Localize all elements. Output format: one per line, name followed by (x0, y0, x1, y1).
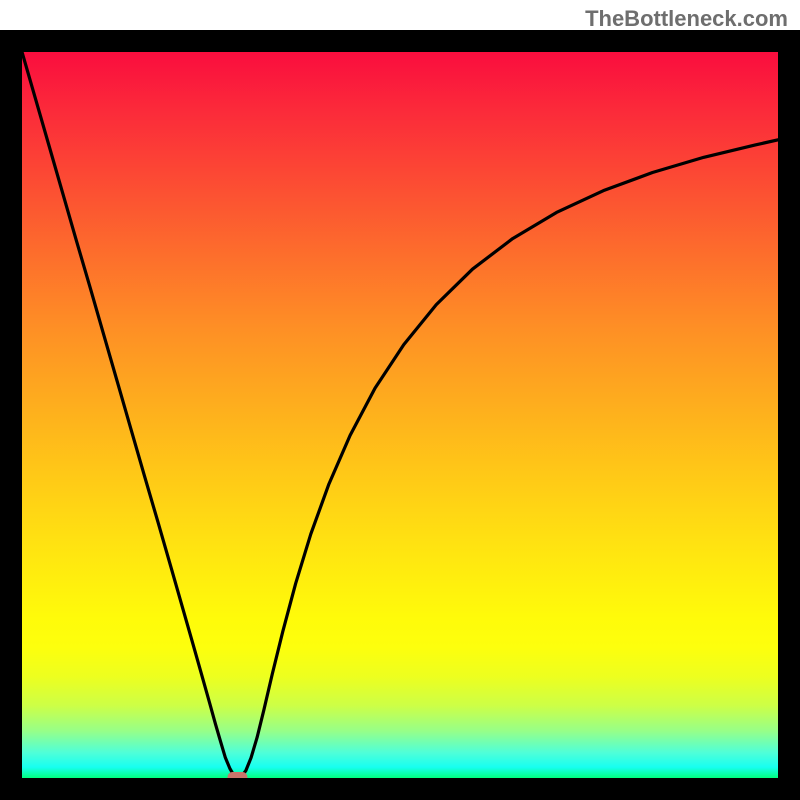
watermark-text: TheBottleneck.com (585, 6, 788, 32)
chart-container: TheBottleneck.com (0, 0, 800, 800)
plot-area (22, 52, 778, 778)
bottleneck-curve (22, 52, 778, 778)
curve-svg (22, 52, 778, 778)
minimum-marker (227, 772, 247, 778)
